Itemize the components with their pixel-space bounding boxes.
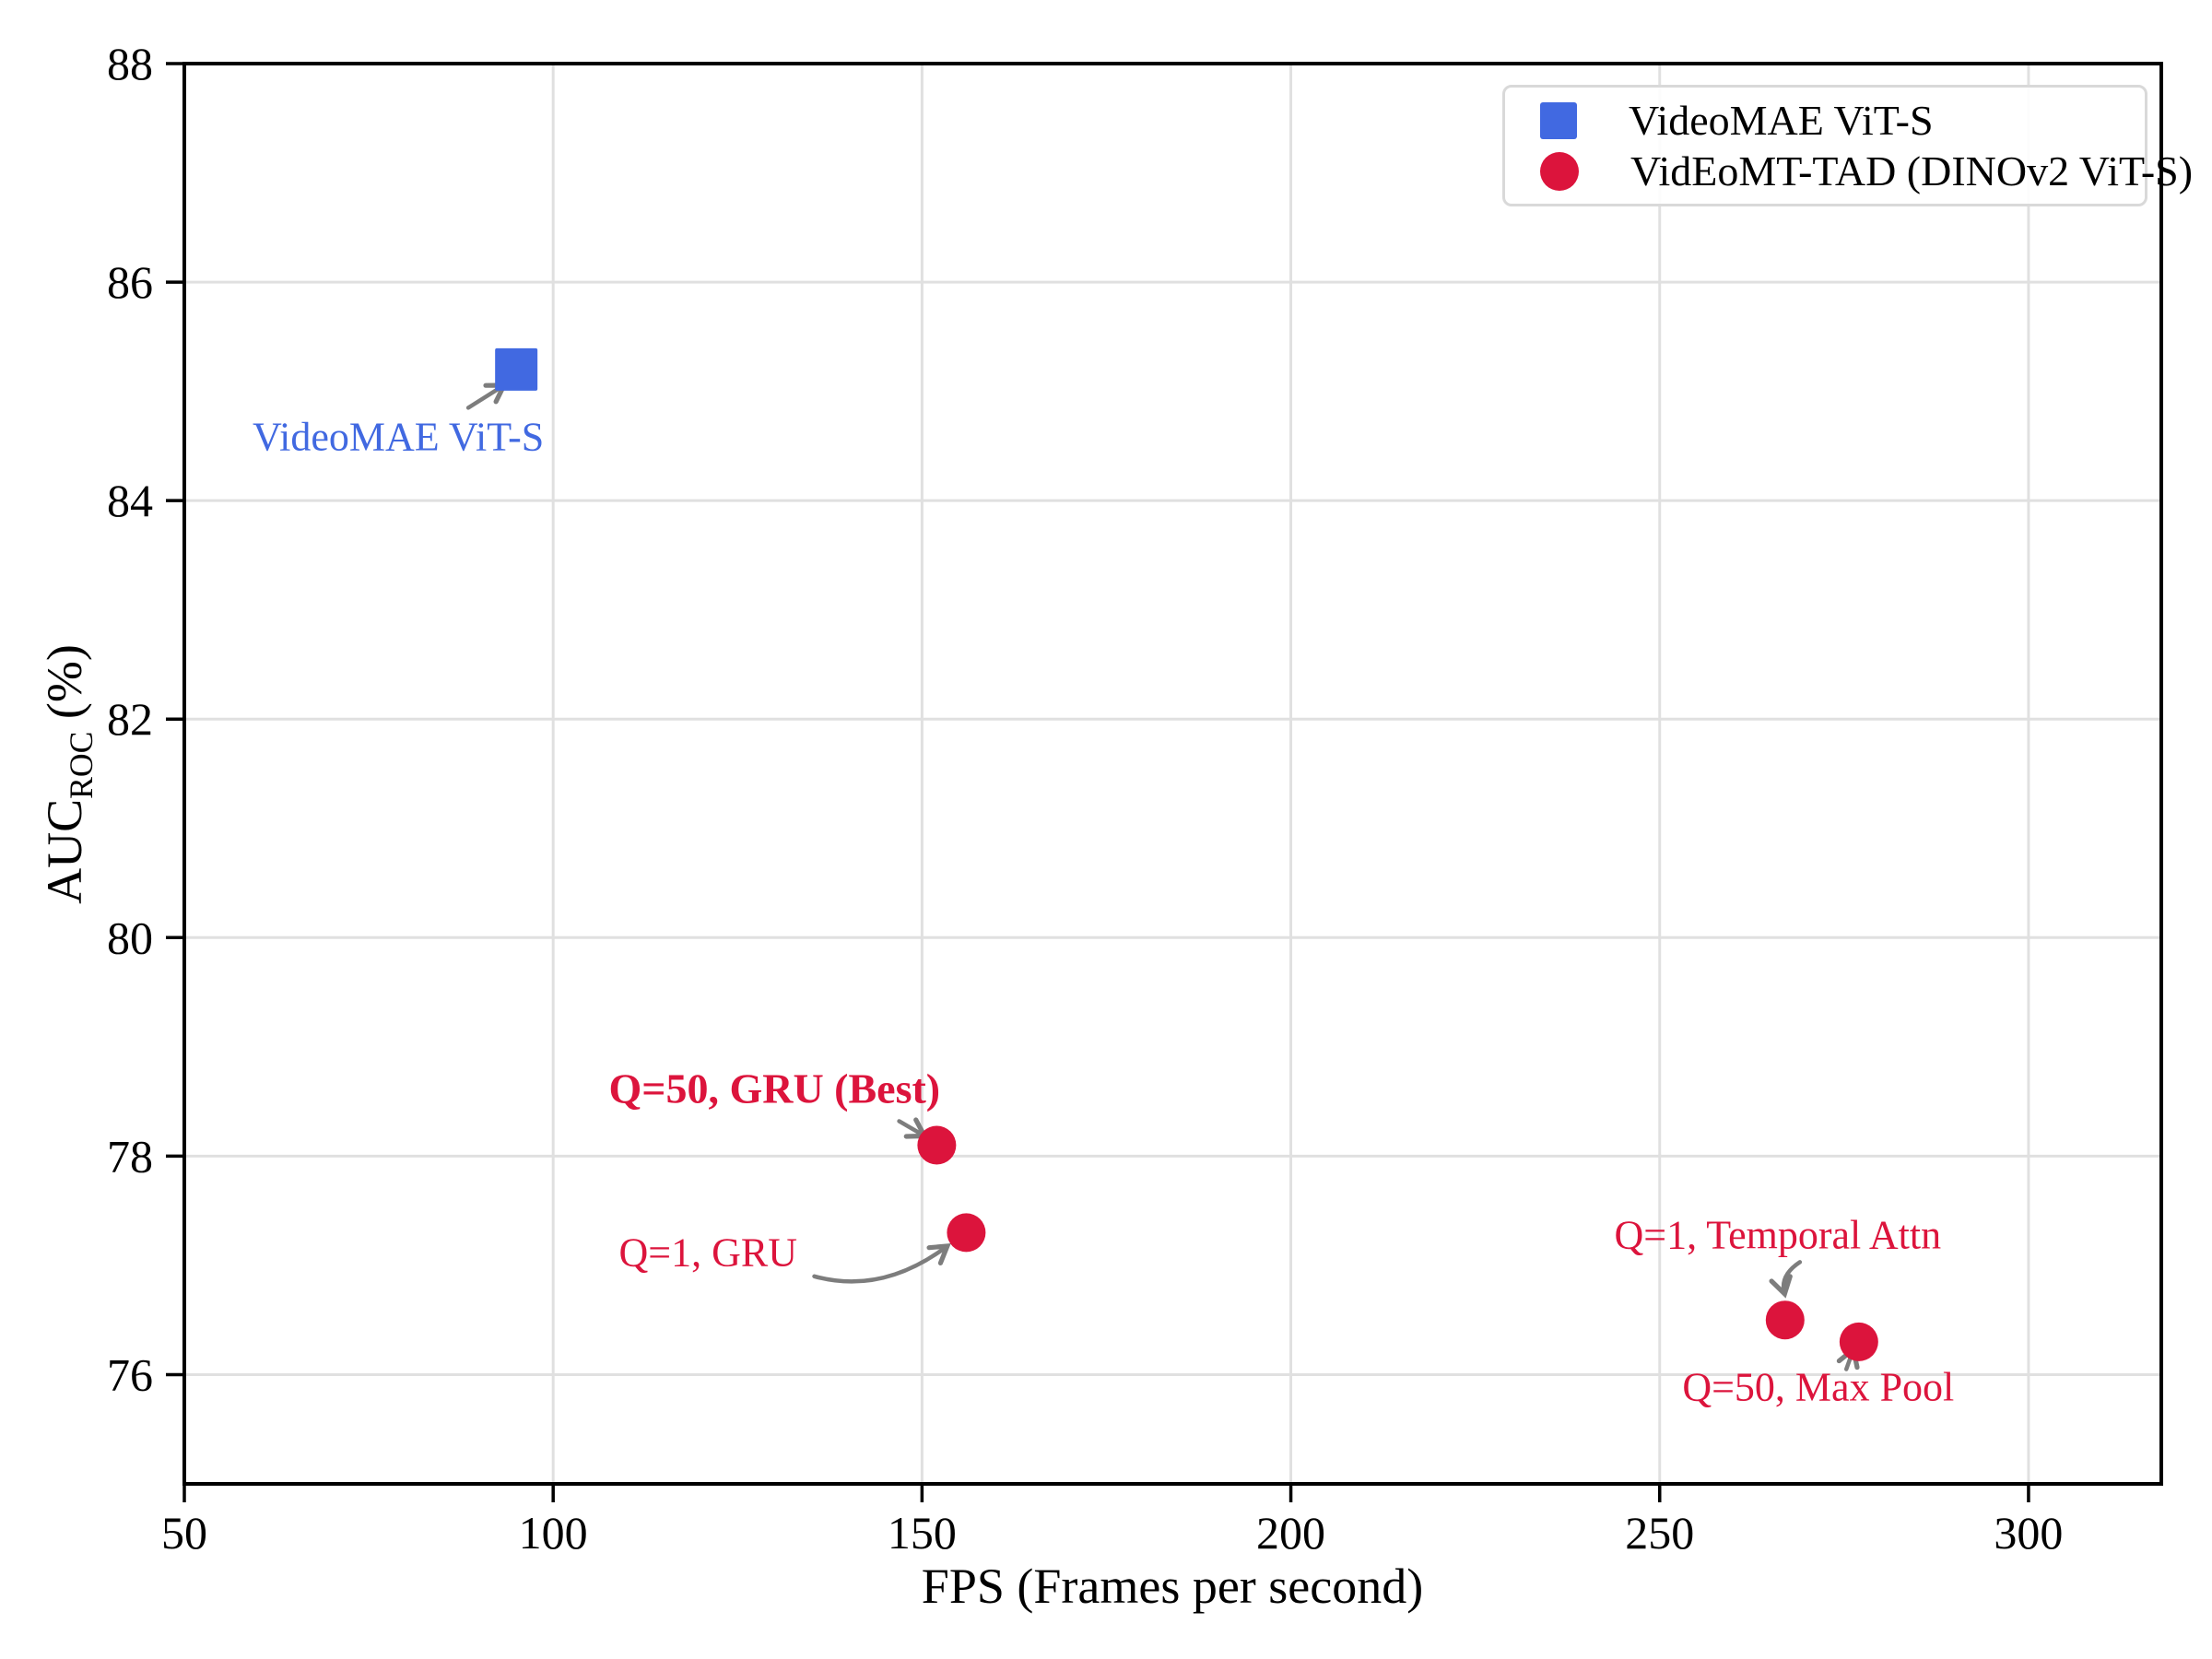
y-tick-label-84: 84: [107, 475, 153, 526]
x-axis-label: FPS (Frames per second): [921, 1559, 1424, 1614]
legend-label-videomt-tad: VidEoMT-TAD (DINOv2 ViT-S): [1630, 147, 2194, 194]
gridlines: [182, 62, 2161, 1484]
x-tick-label-200: 200: [1256, 1507, 1325, 1559]
annotation-videomae-vit-s: VideoMAE ViT-S: [253, 414, 545, 460]
point-q-50-max-pool: [1839, 1322, 1878, 1361]
x-tick-label-150: 150: [888, 1507, 957, 1559]
annotation-arrow-q-1-temporal-attn: [1769, 1260, 1803, 1299]
legend-item-videomae: VideoMAE ViT-S: [1540, 96, 2136, 145]
y-axis-label-suffix: (%): [37, 644, 92, 732]
data-points: [495, 347, 1878, 1361]
y-tick-label-88: 88: [107, 38, 153, 89]
annotation-q50-gru-best: Q=50, GRU (Best): [608, 1065, 941, 1112]
annotation-q1-gru: Q=1, GRU: [618, 1230, 798, 1276]
x-tick-label-50: 50: [161, 1507, 207, 1559]
annotation-arrow-q-1-gru: [812, 1243, 951, 1284]
y-tick-label-82: 82: [107, 693, 153, 745]
x-tick-label-300: 300: [1994, 1507, 2063, 1559]
point-q-1-gru: [947, 1213, 986, 1253]
axis-ticks: 50 100 150 200 250 300 76 78 80 82 84 86 88: [107, 38, 2063, 1559]
y-tick-label-86: 86: [107, 256, 153, 308]
legend: VideoMAE ViT-S VidEoMT-TAD (DINOv2 ViT-S…: [1502, 85, 2193, 206]
plot-border: [182, 62, 2163, 1486]
annotation-q1-temporal-attn: Q=1, Temporal Attn: [1614, 1212, 1942, 1258]
legend-label-videomae: VideoMAE ViT-S: [1629, 97, 1934, 144]
point-videomae-vit-s: [495, 347, 538, 391]
legend-square-marker-icon: [1540, 101, 1577, 139]
y-tick-label-78: 78: [107, 1130, 153, 1182]
x-tick-label-100: 100: [519, 1507, 588, 1559]
y-axis-label-subscript: ROC: [62, 731, 100, 799]
point-q-1-temporal-attn: [1765, 1300, 1805, 1340]
y-tick-label-80: 80: [107, 912, 153, 963]
legend-circle-marker-icon: [1540, 151, 1579, 191]
annotation-q50-max-pool: Q=50, Max Pool: [1682, 1364, 1955, 1409]
annotation-arrow-q-50-gru-best: [897, 1117, 929, 1139]
point-q-50-gru-best: [917, 1125, 957, 1165]
legend-item-videomt-tad: VidEoMT-TAD (DINOv2 ViT-S): [1540, 147, 2193, 195]
y-tick-label-76: 76: [107, 1348, 153, 1400]
annotation-arrows: [465, 382, 1860, 1371]
x-tick-label-250: 250: [1625, 1507, 1694, 1559]
y-axis-label-main: AUC: [37, 798, 92, 904]
y-axis-label: AUCROC (%): [36, 644, 100, 904]
